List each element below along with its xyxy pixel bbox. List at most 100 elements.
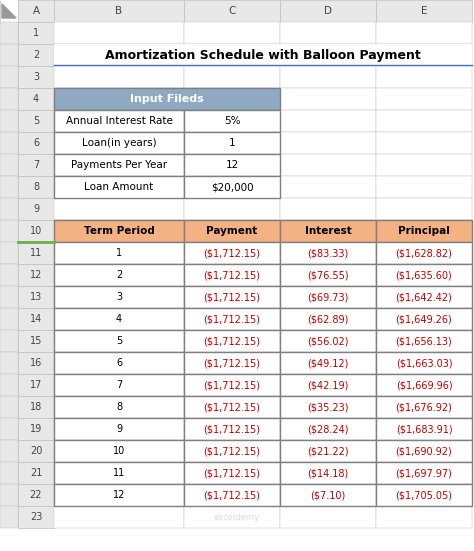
- Text: D: D: [324, 6, 332, 16]
- Bar: [280, 506, 376, 528]
- Bar: [280, 418, 376, 440]
- Bar: [18, 264, 54, 286]
- Bar: [18, 308, 54, 330]
- Bar: [18, 352, 54, 374]
- Bar: [376, 484, 472, 506]
- Text: Term Period: Term Period: [83, 226, 155, 236]
- Bar: [376, 198, 472, 220]
- Bar: [0, 44, 18, 66]
- Bar: [184, 374, 280, 396]
- Text: 12: 12: [30, 270, 42, 280]
- Bar: [184, 484, 280, 506]
- Bar: [54, 462, 184, 484]
- Bar: [54, 418, 184, 440]
- Bar: [376, 264, 472, 286]
- Bar: [376, 440, 472, 462]
- Text: ($1,656.13): ($1,656.13): [396, 336, 452, 346]
- Bar: [18, 154, 54, 176]
- Bar: [280, 198, 376, 220]
- Text: 18: 18: [30, 402, 42, 412]
- Bar: [184, 0, 280, 22]
- Text: Input Fileds: Input Fileds: [130, 94, 204, 104]
- Text: 15: 15: [30, 336, 42, 346]
- Bar: [376, 352, 472, 374]
- Text: 21: 21: [30, 468, 42, 478]
- Text: 16: 16: [30, 358, 42, 368]
- Text: ($35.23): ($35.23): [307, 402, 349, 412]
- Bar: [0, 484, 18, 506]
- Bar: [54, 286, 184, 308]
- Bar: [184, 286, 280, 308]
- Bar: [184, 418, 280, 440]
- Text: 1: 1: [33, 28, 39, 38]
- Bar: [376, 176, 472, 198]
- Bar: [280, 374, 376, 396]
- Bar: [376, 220, 472, 242]
- Text: ($1,635.60): ($1,635.60): [396, 270, 452, 280]
- Bar: [184, 484, 280, 506]
- Bar: [184, 352, 280, 374]
- Bar: [54, 418, 184, 440]
- Bar: [376, 484, 472, 506]
- Text: Annual Interest Rate: Annual Interest Rate: [65, 116, 173, 126]
- Text: ($7.10): ($7.10): [310, 490, 346, 500]
- Bar: [376, 308, 472, 330]
- Bar: [54, 352, 184, 374]
- Text: B: B: [116, 6, 123, 16]
- Bar: [54, 154, 184, 176]
- Bar: [280, 264, 376, 286]
- Bar: [280, 484, 376, 506]
- Bar: [0, 264, 18, 286]
- Bar: [54, 132, 184, 154]
- Bar: [18, 220, 54, 242]
- Bar: [54, 308, 184, 330]
- Bar: [280, 308, 376, 330]
- Bar: [184, 308, 280, 330]
- Bar: [18, 66, 54, 88]
- Bar: [376, 242, 472, 264]
- Text: ($1,676.92): ($1,676.92): [396, 402, 453, 412]
- Bar: [18, 484, 54, 506]
- Bar: [54, 396, 184, 418]
- Text: 13: 13: [30, 292, 42, 302]
- Text: ($56.02): ($56.02): [307, 336, 349, 346]
- Text: 9: 9: [33, 204, 39, 214]
- Bar: [0, 88, 18, 110]
- Text: ($1,649.26): ($1,649.26): [396, 314, 452, 324]
- Text: 12: 12: [225, 160, 238, 170]
- Bar: [54, 484, 184, 506]
- Bar: [18, 110, 54, 132]
- Bar: [280, 22, 376, 44]
- Bar: [54, 264, 184, 286]
- Bar: [184, 154, 280, 176]
- Bar: [0, 440, 18, 462]
- Bar: [376, 462, 472, 484]
- Bar: [376, 506, 472, 528]
- Text: ($1,642.42): ($1,642.42): [396, 292, 453, 302]
- Bar: [280, 264, 376, 286]
- Bar: [280, 352, 376, 374]
- Bar: [280, 396, 376, 418]
- Bar: [54, 242, 184, 264]
- Bar: [184, 176, 280, 198]
- Bar: [376, 330, 472, 352]
- Bar: [376, 242, 472, 264]
- Text: E: E: [421, 6, 427, 16]
- Bar: [376, 220, 472, 242]
- Text: 10: 10: [113, 446, 125, 456]
- Text: 23: 23: [30, 512, 42, 522]
- Bar: [184, 22, 280, 44]
- Text: ($76.55): ($76.55): [307, 270, 349, 280]
- Bar: [54, 440, 184, 462]
- Bar: [376, 308, 472, 330]
- Bar: [54, 44, 184, 66]
- Text: $20,000: $20,000: [210, 182, 253, 192]
- Text: 8: 8: [116, 402, 122, 412]
- Bar: [54, 0, 184, 22]
- Bar: [184, 462, 280, 484]
- Bar: [376, 0, 472, 22]
- Bar: [54, 352, 184, 374]
- Bar: [280, 308, 376, 330]
- Bar: [184, 418, 280, 440]
- Text: 7: 7: [33, 160, 39, 170]
